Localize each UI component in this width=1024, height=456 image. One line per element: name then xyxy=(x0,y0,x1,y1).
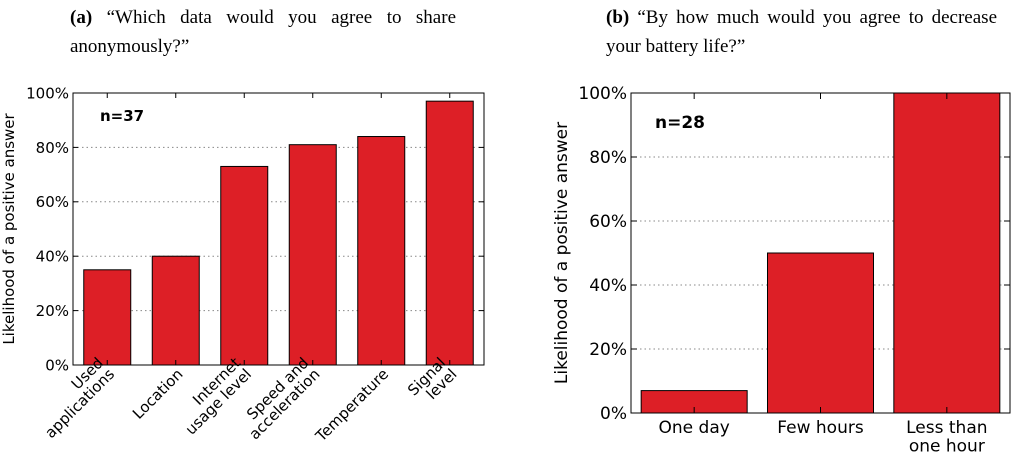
y-tick-label: 100% xyxy=(578,84,627,104)
y-tick-label: 20% xyxy=(36,302,69,320)
y-tick-label: 0% xyxy=(45,356,69,374)
sample-size-label: n=28 xyxy=(655,113,705,133)
bar xyxy=(83,269,132,366)
x-tick-label: Speed andacceleration xyxy=(234,354,323,443)
x-tick-label: One day xyxy=(659,418,730,438)
bar xyxy=(151,255,200,366)
chart-b: 0% 20% 40% 60% 80% 100% One day Few hours Less t… xyxy=(552,84,1011,456)
plot-frame xyxy=(630,92,1011,414)
x-tick-label: Usedapplications xyxy=(30,354,118,442)
caption-a-tag: (a) xyxy=(70,7,93,28)
y-tick-label: 60% xyxy=(36,193,69,211)
x-tick-label: Less than one hour xyxy=(906,418,987,456)
bar xyxy=(425,100,474,366)
caption-b: (b) “By how much would you agree to decr… xyxy=(606,3,997,61)
x-tick-label-line: Location xyxy=(129,365,187,423)
y-axis-label: Likelihood of a positive answer xyxy=(0,112,18,344)
bar xyxy=(767,252,874,414)
caption-b-text: “By how much would you agree to decrease… xyxy=(606,7,997,57)
chart-a: 0% 20% 40% 60% 80% 100% Usedapplications Locati… xyxy=(0,84,485,446)
y-tick-label: 80% xyxy=(589,148,627,168)
caption-b-tag: (b) xyxy=(606,7,630,28)
y-tick-label: 80% xyxy=(36,139,69,157)
y-tick-label: 0% xyxy=(600,404,627,424)
bar xyxy=(357,136,406,366)
x-tick-label-line: Less than xyxy=(906,418,987,438)
caption-a: (a) “Which data would you agree to share… xyxy=(70,3,456,61)
y-tick-label: 60% xyxy=(589,212,627,232)
x-tick-label: Few hours xyxy=(777,418,864,438)
bar xyxy=(893,92,1001,414)
y-tick-label: 40% xyxy=(36,248,69,266)
caption-a-text: “Which data would you agree to share ano… xyxy=(70,7,457,57)
x-tick-label-line: One day xyxy=(659,418,730,438)
y-tick-label: 20% xyxy=(589,340,627,360)
y-tick-label: 100% xyxy=(26,84,69,102)
plot-frame xyxy=(72,92,485,366)
x-tick-label-line: Few hours xyxy=(777,418,864,438)
y-tick-label: 40% xyxy=(589,276,627,296)
x-tick-label: Location xyxy=(129,365,187,423)
sample-size-label: n=37 xyxy=(100,107,144,125)
x-tick-label-line: one hour xyxy=(909,437,985,456)
bar xyxy=(288,144,337,366)
bar xyxy=(220,165,269,366)
x-tick-label: Internetusage level xyxy=(171,354,256,439)
y-axis-label: Likelihood of a positive answer xyxy=(552,122,572,384)
x-tick-label: Temperature xyxy=(311,365,392,446)
x-tick-label-line: Temperature xyxy=(311,365,392,446)
